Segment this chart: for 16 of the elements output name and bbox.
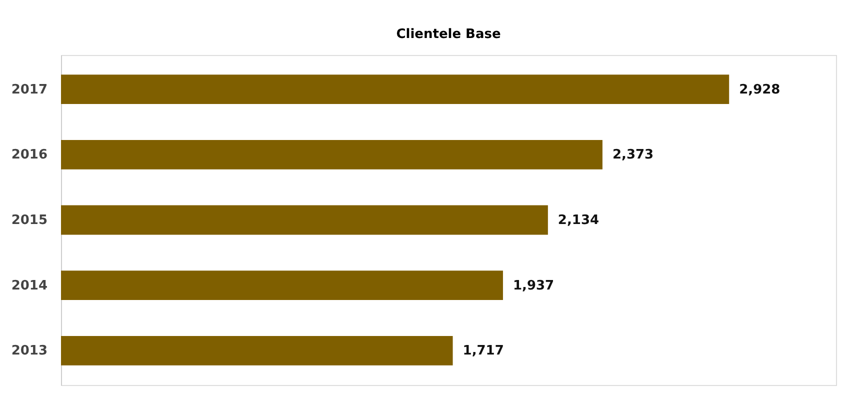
y-tick-label: 2017 [11,82,48,98]
data-label: 2,134 [558,213,600,228]
chart-title: Clientele Base [396,27,501,42]
bar [61,336,453,366]
y-tick-label: 2016 [11,148,48,163]
bar [61,205,548,235]
data-label: 2,373 [612,148,654,163]
data-label: 2,928 [739,82,780,98]
bar [61,74,730,104]
bar [61,270,503,300]
data-label: 1,937 [512,278,554,294]
y-tick-label: 2013 [11,344,48,359]
y-tick-label: 2014 [11,278,48,294]
data-label: 1,717 [462,344,504,359]
y-tick-label: 2015 [11,213,48,228]
bar [61,140,602,170]
